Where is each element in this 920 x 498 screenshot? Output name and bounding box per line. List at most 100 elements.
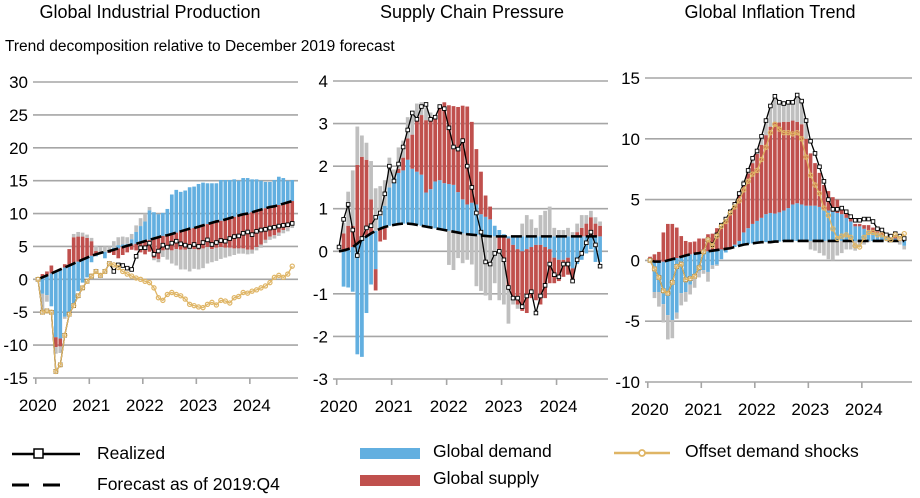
bar-demand bbox=[835, 212, 840, 241]
realized-point bbox=[848, 214, 853, 219]
offset-point bbox=[740, 187, 747, 193]
realized-point bbox=[565, 261, 571, 267]
bar-demand bbox=[866, 231, 871, 241]
bar-supply bbox=[835, 199, 840, 213]
offset-point bbox=[79, 285, 86, 291]
bar-other bbox=[219, 247, 223, 259]
bar-demand bbox=[515, 236, 520, 250]
bar-demand bbox=[419, 174, 424, 226]
bar-supply bbox=[263, 208, 268, 240]
bar-demand bbox=[236, 180, 241, 216]
bar-other bbox=[116, 237, 121, 246]
bar-demand bbox=[49, 273, 54, 307]
bar-demand bbox=[428, 189, 433, 228]
offset-point bbox=[53, 368, 59, 375]
bar-supply bbox=[437, 107, 442, 181]
offset-point bbox=[651, 266, 658, 272]
realized-point bbox=[142, 245, 148, 251]
bar-other bbox=[40, 293, 45, 311]
bar-supply bbox=[506, 238, 511, 290]
realized-point bbox=[419, 104, 424, 109]
offset-point bbox=[687, 275, 693, 282]
bar-supply bbox=[433, 115, 438, 182]
bar-other bbox=[205, 247, 210, 264]
offset-point bbox=[732, 204, 738, 210]
x-tick-label: 2023 bbox=[485, 397, 523, 416]
realized-point bbox=[289, 221, 295, 226]
bar-other bbox=[410, 113, 415, 135]
bar-supply bbox=[49, 265, 54, 274]
bar-demand bbox=[871, 232, 875, 241]
bar-other bbox=[364, 142, 369, 160]
bar-other bbox=[488, 236, 493, 301]
bar-demand bbox=[844, 217, 849, 241]
offset-point bbox=[807, 172, 814, 178]
bar-supply bbox=[515, 249, 520, 305]
bar-supply bbox=[701, 238, 706, 252]
realized-point bbox=[355, 253, 360, 258]
y-tick-label: -1 bbox=[313, 285, 328, 304]
bar-supply bbox=[848, 217, 853, 222]
bar-supply bbox=[210, 222, 214, 250]
bar-supply bbox=[227, 218, 232, 248]
bar-supply bbox=[759, 144, 764, 218]
forecast-line bbox=[649, 239, 905, 263]
bar-demand bbox=[506, 236, 511, 239]
bar-supply bbox=[556, 259, 561, 282]
bar-supply bbox=[201, 225, 205, 249]
bar-supply bbox=[89, 241, 94, 256]
offset-point bbox=[35, 276, 41, 283]
bar-other bbox=[58, 346, 63, 354]
realized-point bbox=[336, 244, 342, 250]
bar-other bbox=[183, 249, 188, 270]
bar-other bbox=[502, 261, 506, 305]
bar-supply bbox=[839, 208, 844, 215]
offset-point bbox=[97, 272, 104, 279]
bar-demand bbox=[781, 210, 786, 241]
bar-supply bbox=[552, 257, 557, 284]
bar-demand bbox=[424, 192, 428, 227]
y-tick-label: 4 bbox=[319, 72, 328, 91]
offset-point bbox=[173, 291, 179, 298]
offset-point bbox=[280, 274, 286, 281]
realized-point bbox=[133, 254, 139, 259]
offset-point bbox=[209, 299, 215, 306]
bar-demand bbox=[245, 178, 250, 214]
legend-demand: Global demand bbox=[433, 441, 552, 461]
offset-point bbox=[106, 260, 113, 267]
bar-demand bbox=[790, 204, 795, 241]
bar-other bbox=[178, 249, 183, 270]
bar-demand bbox=[880, 234, 884, 241]
bar-demand bbox=[719, 249, 724, 260]
bar-demand bbox=[570, 236, 575, 269]
bar-supply bbox=[853, 223, 857, 227]
bar-demand bbox=[196, 183, 201, 227]
bar-demand bbox=[373, 230, 378, 270]
bar-other bbox=[897, 240, 902, 245]
bar-other bbox=[396, 147, 401, 169]
y-tick-label: 10 bbox=[9, 205, 28, 224]
bar-other bbox=[773, 95, 777, 123]
bar-demand bbox=[813, 205, 817, 241]
offset-point bbox=[843, 232, 849, 238]
bar-supply bbox=[570, 268, 575, 282]
bar-supply bbox=[844, 211, 849, 218]
bar-supply bbox=[710, 233, 715, 251]
realized-point bbox=[200, 240, 206, 245]
offset-point bbox=[88, 273, 95, 279]
bar-demand bbox=[534, 236, 538, 245]
realized-point bbox=[556, 274, 562, 280]
bar-other bbox=[683, 292, 688, 302]
realized-point bbox=[768, 103, 773, 109]
bar-demand bbox=[666, 260, 670, 316]
y-tick-label: 25 bbox=[9, 106, 28, 125]
offset-point bbox=[267, 279, 273, 286]
bar-other bbox=[156, 258, 161, 263]
bar-other bbox=[169, 250, 174, 264]
realized-point bbox=[843, 209, 849, 215]
offset-point bbox=[772, 121, 778, 127]
realized-point bbox=[169, 240, 175, 246]
bar-other bbox=[147, 206, 152, 211]
bar-other bbox=[120, 236, 125, 245]
offset-point bbox=[723, 218, 729, 225]
